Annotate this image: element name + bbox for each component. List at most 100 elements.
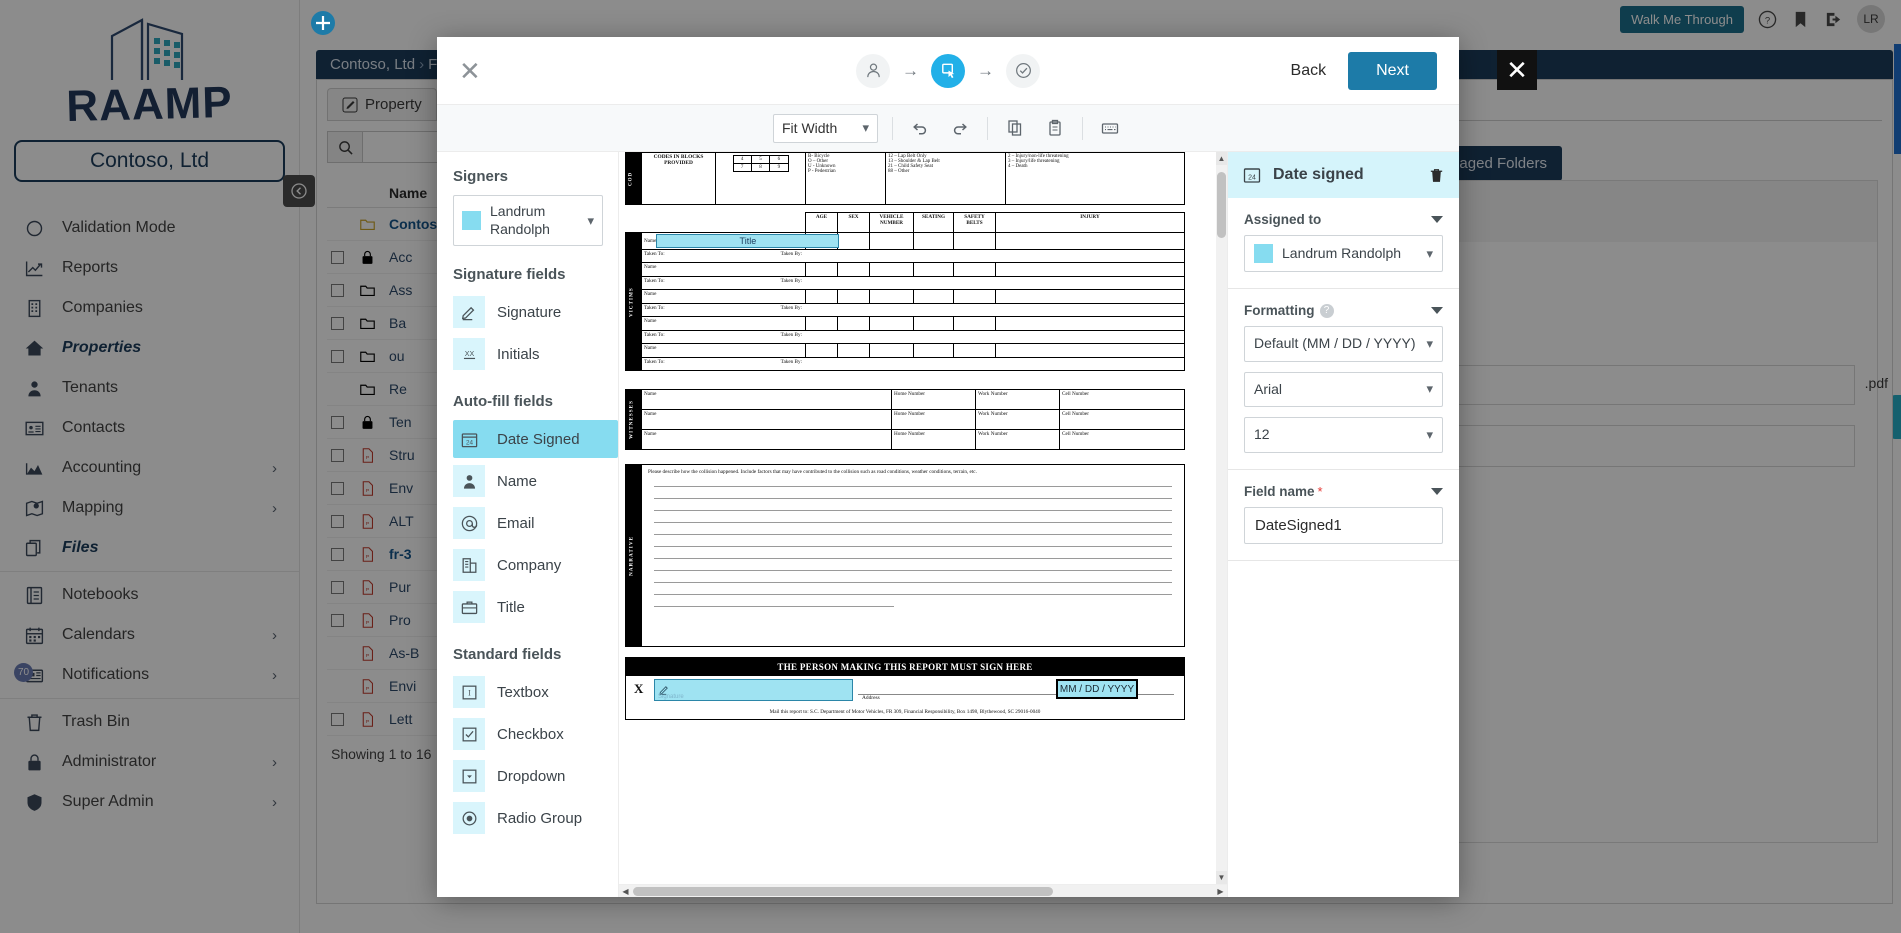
field-name-label-row[interactable]: Field name *	[1244, 484, 1443, 499]
add-button[interactable]	[310, 10, 336, 36]
file-name[interactable]: Pur	[389, 579, 411, 595]
palette-item-date-signed[interactable]: 24 Date Signed	[453, 420, 618, 458]
row-checkbox[interactable]	[331, 481, 359, 495]
title-field-placed[interactable]: Title	[656, 234, 840, 248]
pdf-vertical-scrollbar[interactable]: ▲ ▼	[1216, 152, 1227, 884]
palette-item-name[interactable]: Name	[453, 462, 618, 500]
file-name[interactable]: Ba	[389, 315, 407, 331]
close-icon[interactable]: ✕	[459, 55, 481, 86]
file-name[interactable]: Lett	[389, 711, 413, 727]
step-review[interactable]	[1006, 53, 1040, 88]
row-checkbox[interactable]	[331, 514, 359, 528]
file-name[interactable]: Envi	[389, 678, 417, 694]
sidebar-item-contacts[interactable]: Contacts	[0, 408, 299, 448]
back-button[interactable]: Back	[1290, 61, 1327, 79]
sidebar-item-trash-bin[interactable]: Trash Bin	[0, 702, 299, 742]
file-name[interactable]: Contoso	[389, 216, 446, 232]
scroll-down-icon[interactable]: ▼	[1216, 871, 1227, 884]
file-name[interactable]: fr-3	[389, 546, 412, 562]
row-checkbox[interactable]	[331, 448, 359, 462]
palette-item-signature[interactable]: Signature	[453, 293, 618, 331]
row-checkbox[interactable]	[331, 349, 359, 363]
file-name[interactable]: Ten	[389, 414, 412, 430]
row-checkbox[interactable]	[331, 613, 359, 627]
row-checkbox[interactable]	[331, 712, 359, 726]
row-checkbox[interactable]	[331, 316, 359, 330]
field-name-input[interactable]	[1244, 506, 1443, 544]
row-checkbox[interactable]	[331, 580, 359, 594]
sidebar-item-validation-mode[interactable]: Validation Mode	[0, 208, 299, 248]
assigned-to-label-row[interactable]: Assigned to	[1244, 212, 1443, 227]
palette-item-title[interactable]: Title	[453, 588, 618, 626]
zoom-select[interactable]: Fit Width ▾	[773, 113, 878, 143]
column-header-name[interactable]: Name	[389, 185, 428, 201]
next-button[interactable]: Next	[1348, 51, 1437, 90]
palette-item-email[interactable]: Email	[453, 504, 618, 542]
file-name[interactable]: ou	[389, 348, 405, 364]
tab-property[interactable]: Property	[327, 88, 437, 120]
walk-me-through-button[interactable]: Walk Me Through	[1620, 5, 1744, 33]
assigned-to-select[interactable]: Landrum Randolph ▾	[1244, 235, 1443, 272]
palette-item-checkbox[interactable]: Checkbox	[453, 715, 618, 753]
sidebar-item-accounting[interactable]: Accounting ›	[0, 448, 299, 488]
palette-item-company[interactable]: Company	[453, 546, 618, 584]
sidebar-item-notebooks[interactable]: Notebooks	[0, 575, 299, 615]
sidebar-item-super-admin[interactable]: Super Admin ›	[0, 782, 299, 822]
scroll-left-icon[interactable]: ◀	[622, 887, 629, 896]
signer-select[interactable]: Landrum Randolph ▾	[453, 195, 603, 246]
file-name[interactable]: Ass	[389, 282, 413, 298]
palette-item-textbox[interactable]: I Textbox	[453, 673, 618, 711]
company-selector[interactable]: Contoso, Ltd	[14, 140, 285, 182]
formatting-label-row[interactable]: Formatting ?	[1244, 303, 1443, 318]
sidebar-item-files[interactable]: Files	[0, 528, 299, 568]
copy-icon[interactable]	[1002, 115, 1028, 141]
sidebar-item-tenants[interactable]: Tenants	[0, 368, 299, 408]
keyboard-icon[interactable]	[1097, 115, 1123, 141]
bookmark-icon[interactable]	[1791, 10, 1810, 29]
file-name[interactable]: Env	[389, 480, 414, 496]
undo-icon[interactable]	[907, 115, 933, 141]
sidebar-item-notifications[interactable]: 70 Notifications ›	[0, 655, 299, 695]
pdf-scroll-thumb[interactable]	[1217, 172, 1226, 238]
row-checkbox[interactable]	[331, 283, 359, 297]
sidebar-item-properties[interactable]: Properties	[0, 328, 299, 368]
date-format-select[interactable]: Default (MM / DD / YYYY) ▾	[1244, 326, 1443, 362]
sidebar-item-companies[interactable]: Companies	[0, 288, 299, 328]
font-family-select[interactable]: Arial ▾	[1244, 371, 1443, 407]
redo-icon[interactable]	[947, 115, 973, 141]
sidebar-item-administrator[interactable]: Administrator ›	[0, 742, 299, 782]
avatar[interactable]: LR	[1857, 5, 1885, 33]
scroll-right-icon[interactable]: ▶	[1217, 887, 1224, 896]
logout-icon[interactable]	[1824, 10, 1843, 29]
step-place-fields[interactable]	[931, 53, 965, 88]
palette-item-radio-group[interactable]: Radio Group	[453, 799, 618, 837]
sidebar-item-reports[interactable]: Reports	[0, 248, 299, 288]
file-name[interactable]: Re	[389, 381, 407, 397]
file-name[interactable]: ALT	[389, 513, 414, 529]
delete-field-button[interactable]	[1428, 167, 1445, 184]
sidebar-item-calendars[interactable]: Calendars ›	[0, 615, 299, 655]
search-button[interactable]	[327, 131, 363, 163]
pdf-horizontal-scrollbar[interactable]: ◀ ▶	[619, 884, 1227, 897]
file-name[interactable]: As-B	[389, 645, 420, 661]
pdf-hscroll-thumb[interactable]	[633, 887, 1053, 896]
paste-icon[interactable]	[1042, 115, 1068, 141]
palette-item-dropdown[interactable]: Dropdown	[453, 757, 618, 795]
file-name[interactable]: Stru	[389, 447, 415, 463]
row-checkbox[interactable]	[331, 547, 359, 561]
date-signed-field-placed[interactable]: MM / DD / YYYY	[1056, 679, 1138, 699]
row-checkbox[interactable]	[331, 415, 359, 429]
palette-item-initials[interactable]: XX Initials	[453, 335, 618, 373]
scroll-up-icon[interactable]: ▲	[1216, 152, 1227, 165]
close-overlay-button[interactable]: ✕	[1497, 50, 1537, 90]
file-name[interactable]: Pro	[389, 612, 411, 628]
row-checkbox[interactable]	[331, 250, 359, 264]
sidebar-collapse-button[interactable]	[283, 175, 315, 207]
file-name[interactable]: Acc	[389, 249, 413, 265]
sidebar-item-mapping[interactable]: Mapping ›	[0, 488, 299, 528]
help-icon[interactable]: ?	[1758, 10, 1777, 29]
font-size-select[interactable]: 12 ▾	[1244, 417, 1443, 453]
step-signers[interactable]	[856, 53, 890, 88]
